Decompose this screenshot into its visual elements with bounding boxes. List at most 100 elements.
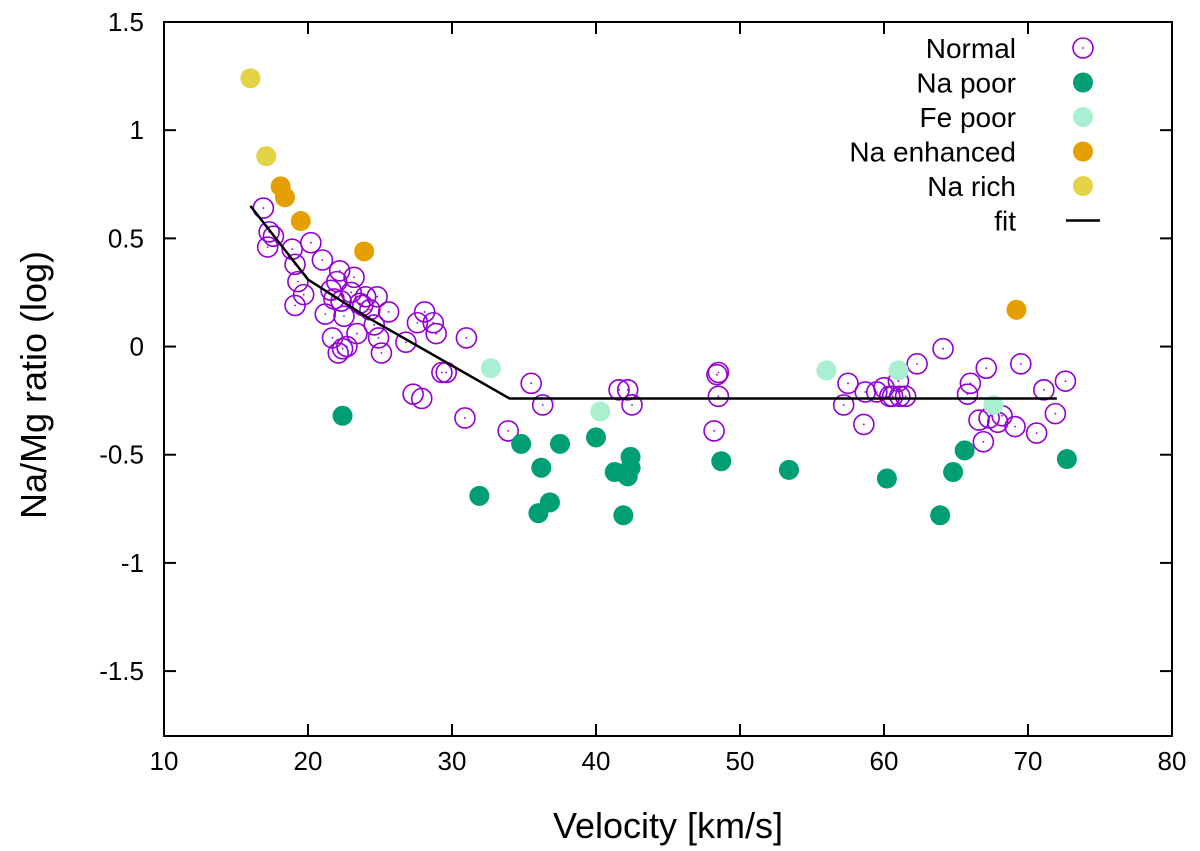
legend-marker-fe-poor <box>1073 107 1093 127</box>
point-na-enhanced <box>290 211 311 232</box>
point-center-normal <box>297 280 299 283</box>
point-na-poor <box>943 462 964 483</box>
point-center-normal <box>875 391 878 393</box>
point-center-normal <box>387 311 390 313</box>
point-center-normal <box>353 276 355 279</box>
point-center-normal <box>435 332 438 335</box>
point-center-normal <box>324 313 327 315</box>
x-tick-label: 10 <box>150 746 179 776</box>
point-normal <box>395 331 417 354</box>
point-normal <box>300 231 322 254</box>
point-normal <box>340 281 363 304</box>
point-normal <box>608 379 630 401</box>
point-normal <box>425 322 447 345</box>
point-center-normal <box>904 395 907 398</box>
point-normal <box>865 381 888 403</box>
point-normal <box>1044 402 1067 425</box>
point-normal <box>968 409 990 431</box>
point-normal <box>431 361 453 384</box>
point-center-normal <box>465 336 468 339</box>
point-center-normal <box>369 308 371 311</box>
point-normal <box>706 363 728 386</box>
y-tick-label: 0 <box>130 332 144 362</box>
point-normal <box>413 301 436 323</box>
point-normal <box>889 385 911 408</box>
point-normal <box>422 311 445 334</box>
point-center-normal <box>380 352 383 354</box>
point-na-poor <box>954 440 975 461</box>
legend-label-na-rich: Na rich <box>927 171 1016 202</box>
legend-label-fe-poor: Fe poor <box>920 102 1017 133</box>
point-center-normal <box>1001 414 1003 417</box>
point-center-normal <box>897 380 900 383</box>
point-center-normal <box>309 241 312 244</box>
point-normal <box>975 357 998 379</box>
point-normal <box>832 394 855 416</box>
point-na-enhanced <box>354 241 375 262</box>
point-na-poor <box>1056 449 1077 470</box>
point-center-normal <box>294 304 296 307</box>
point-na-poor <box>711 451 732 472</box>
point-normal <box>346 322 368 345</box>
point-center-normal <box>377 336 380 339</box>
x-tick-label: 50 <box>726 746 755 776</box>
point-normal <box>707 361 730 384</box>
point-na-poor <box>511 433 532 454</box>
point-center-normal <box>862 423 865 426</box>
point-center-normal <box>420 397 423 400</box>
point-center-normal <box>350 291 353 294</box>
point-normal <box>881 385 904 408</box>
y-tick-label: -1.5 <box>99 656 144 686</box>
point-fe-poor <box>983 394 1004 415</box>
point-normal <box>311 249 334 271</box>
point-center-normal <box>626 388 629 391</box>
point-center-normal <box>985 367 988 370</box>
point-normal <box>520 372 543 395</box>
point-na-poor <box>613 505 634 526</box>
point-fe-poor <box>480 358 501 379</box>
point-normal <box>354 285 377 308</box>
series-fit-line <box>249 205 1057 400</box>
point-na-poor <box>332 405 353 426</box>
x-axis-title: Velocity [km/s] <box>553 805 783 846</box>
legend-label-na-poor: Na poor <box>916 68 1016 99</box>
point-center-normal <box>847 382 849 385</box>
point-normal <box>956 383 979 405</box>
point-na-poor <box>930 505 951 526</box>
point-normal <box>366 285 388 308</box>
point-na-poor <box>876 468 897 489</box>
x-tick-label: 80 <box>1158 746 1187 776</box>
point-center-normal <box>464 417 466 419</box>
point-center-normal <box>266 246 269 248</box>
point-center-normal <box>1014 425 1016 428</box>
point-center-normal <box>530 382 533 385</box>
point-center-normal <box>423 311 426 313</box>
y-tick-label: -1 <box>121 548 144 578</box>
y-tick-label: 0.5 <box>108 223 144 253</box>
legend-marker-na-poor <box>1073 72 1093 93</box>
point-na-poor <box>531 457 552 478</box>
point-normal <box>258 221 280 243</box>
point-normal <box>410 387 433 410</box>
point-center-normal <box>507 430 510 432</box>
point-normal <box>621 394 643 416</box>
point-center-normal <box>333 298 335 300</box>
point-center-normal <box>717 371 720 374</box>
point-center-normal <box>618 388 620 391</box>
point-na-rich <box>240 68 261 89</box>
legend-marker-normal <box>1072 37 1094 59</box>
point-center-normal <box>898 395 901 398</box>
point-normal <box>894 385 917 408</box>
point-normal <box>331 337 354 360</box>
point-normal <box>363 314 386 336</box>
plot-frame <box>163 21 1173 737</box>
point-center-normal <box>345 345 348 348</box>
legend-label-normal: Normal <box>926 33 1016 64</box>
x-tick-label: 60 <box>870 746 899 776</box>
point-normal <box>1025 422 1048 444</box>
x-tick-label: 30 <box>438 746 467 776</box>
point-center-normal <box>356 332 358 335</box>
point-center-normal <box>416 321 419 324</box>
legend-label-fit: fit <box>994 206 1016 237</box>
series-na-enhanced <box>270 176 1027 320</box>
